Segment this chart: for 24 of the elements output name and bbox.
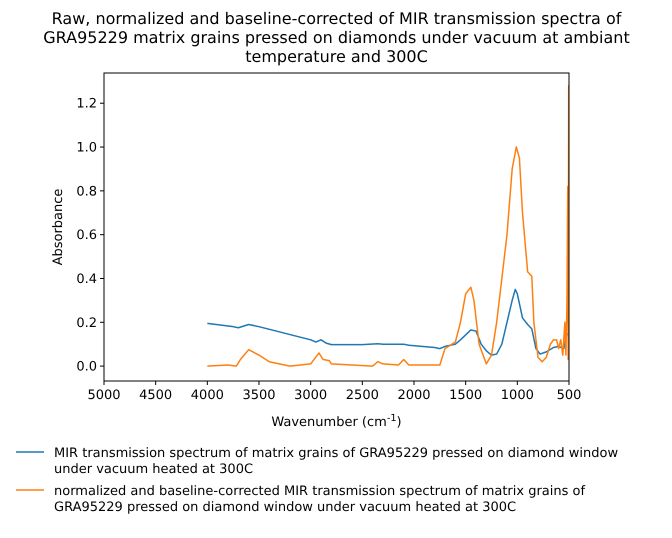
line-series	[206, 288, 568, 356]
legend-label: normalized and baseline-corrected MIR transmission spectrum of matrix grains of GRA95229 pressed on diamond window under vacuum heated at 300C	[54, 484, 586, 515]
y-axis-title: Absorbance	[51, 188, 66, 266]
y-tick-label: 0.4	[76, 272, 97, 287]
x-tick-label: 2500	[346, 388, 379, 403]
chart-title: Raw, normalized and baseline-corrected of MIR transmission spectra of GRA95229 matrix grains pressed on diamonds under vacuum at ambiant temperature and 300C	[43, 9, 630, 66]
x-tick-label: 4000	[190, 388, 224, 403]
x-tick-label: 5000	[87, 388, 121, 403]
x-tick-label: 3000	[294, 388, 328, 403]
x-tick-label: 1000	[500, 388, 534, 403]
line-series	[206, 84, 569, 367]
y-tick-label: 0.6	[76, 228, 97, 244]
y-tick-label: 0.2	[76, 316, 97, 331]
y-tick-label: 0.8	[76, 184, 97, 200]
x-tick-label: 2000	[397, 388, 431, 403]
legend-label: MIR transmission spectrum of matrix grains of GRA95229 pressed on diamond window under vacuum heated at 300C	[54, 446, 618, 477]
x-tick-label: 500	[556, 388, 582, 403]
x-tick-label: 4500	[139, 388, 172, 403]
y-tick-label: 1.0	[76, 140, 97, 156]
x-axis-title: Wavenumber (cm$^{-1}$)	[271, 412, 402, 430]
x-tick-label: 3500	[242, 388, 276, 403]
y-tick-label: 1.2	[76, 96, 97, 112]
x-tick-label: 1500	[449, 388, 482, 403]
y-tick-label: 0.0	[76, 360, 97, 375]
